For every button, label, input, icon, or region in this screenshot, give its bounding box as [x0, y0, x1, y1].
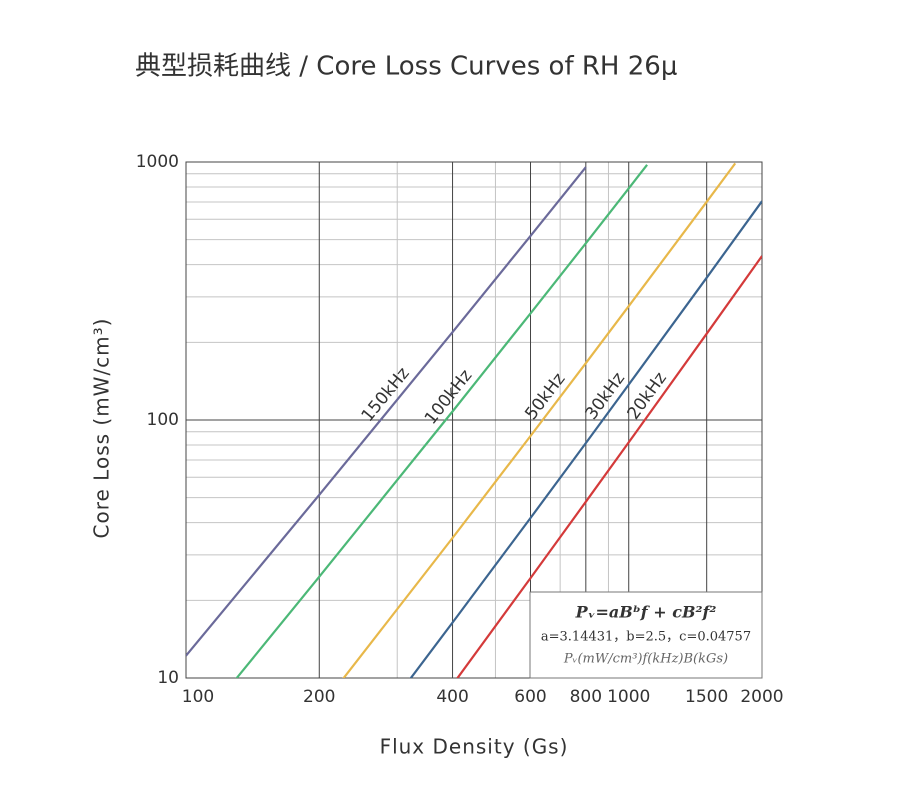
- x-tick-label: 200: [303, 687, 335, 707]
- curve: [342, 162, 737, 678]
- x-tick-label: 100: [182, 687, 214, 707]
- x-tick-label: 600: [514, 687, 546, 707]
- curve: [456, 255, 762, 678]
- plot-lines: [186, 162, 762, 678]
- formula-text: Pᵥ(mW/cm³)f(kHz)B(kGs): [563, 652, 728, 667]
- x-tick-label: 400: [436, 687, 468, 707]
- x-tick-label: 800: [570, 687, 602, 707]
- plot-frame: [185, 161, 763, 679]
- x-tick-label: 1000: [607, 687, 650, 707]
- chart-title: 典型损耗曲线 / Core Loss Curves of RH 26μ: [135, 52, 677, 82]
- formula-text: a=3.14431，b=2.5，c=0.04757: [541, 630, 751, 645]
- y-axis-label: Core Loss (mW/cm³): [90, 318, 114, 539]
- y-tick-label: 1000: [136, 152, 179, 172]
- curve: [409, 200, 762, 678]
- formula-text: Pᵥ=aBᵇf + cB²f²: [575, 603, 717, 622]
- curve: [186, 166, 587, 657]
- formula-box: [529, 591, 763, 679]
- curve: [235, 164, 648, 678]
- y-tick-label: 100: [147, 410, 179, 430]
- x-axis-label: Flux Density (Gs): [380, 735, 569, 759]
- x-tick-label: 2000: [740, 687, 783, 707]
- x-tick-label: 1500: [685, 687, 728, 707]
- y-tick-label: 10: [157, 668, 179, 688]
